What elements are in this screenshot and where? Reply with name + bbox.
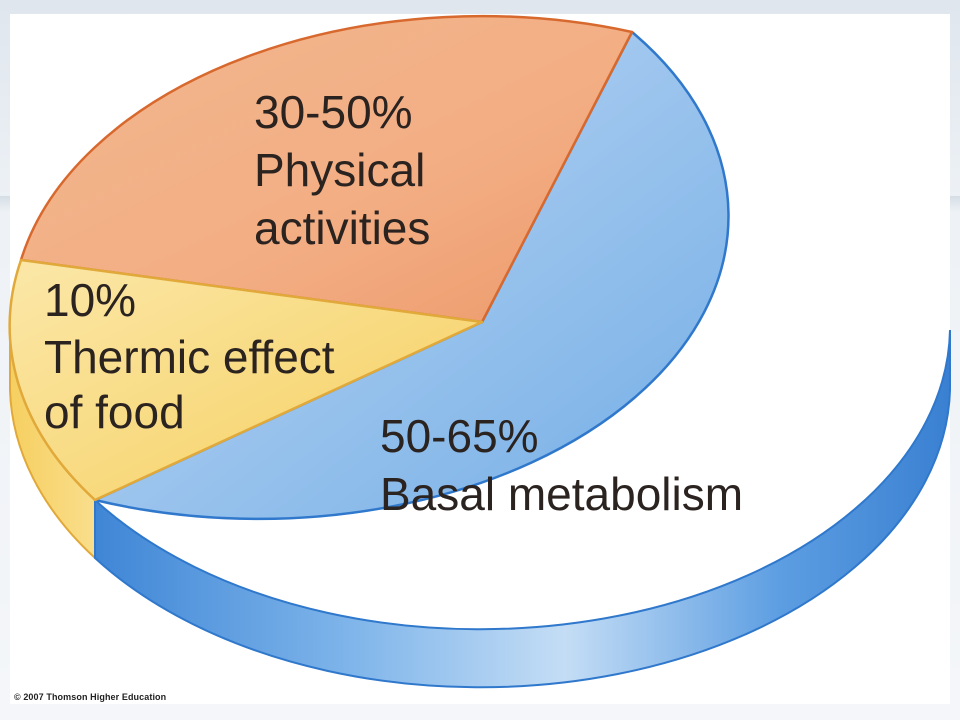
thermic-name-label-2: of food [44,386,185,438]
thermic-percent-label: 10% [44,274,136,326]
basal-name-label: Basal metabolism [380,468,743,520]
physical-name-label-2: activities [254,202,430,254]
physical-name-label-1: Physical [254,144,425,196]
pie-side-blue [94,329,951,689]
copyright-notice: © 2007 Thomson Higher Education [14,692,167,702]
pie-slice-thermic-effect [8,258,484,502]
thermic-name-label-1: Thermic effect [44,331,335,383]
physical-percent-label: 30-50% [254,86,413,138]
basal-percent-label: 50-65% [380,410,539,462]
pie-slice-physical-activities [19,14,634,324]
